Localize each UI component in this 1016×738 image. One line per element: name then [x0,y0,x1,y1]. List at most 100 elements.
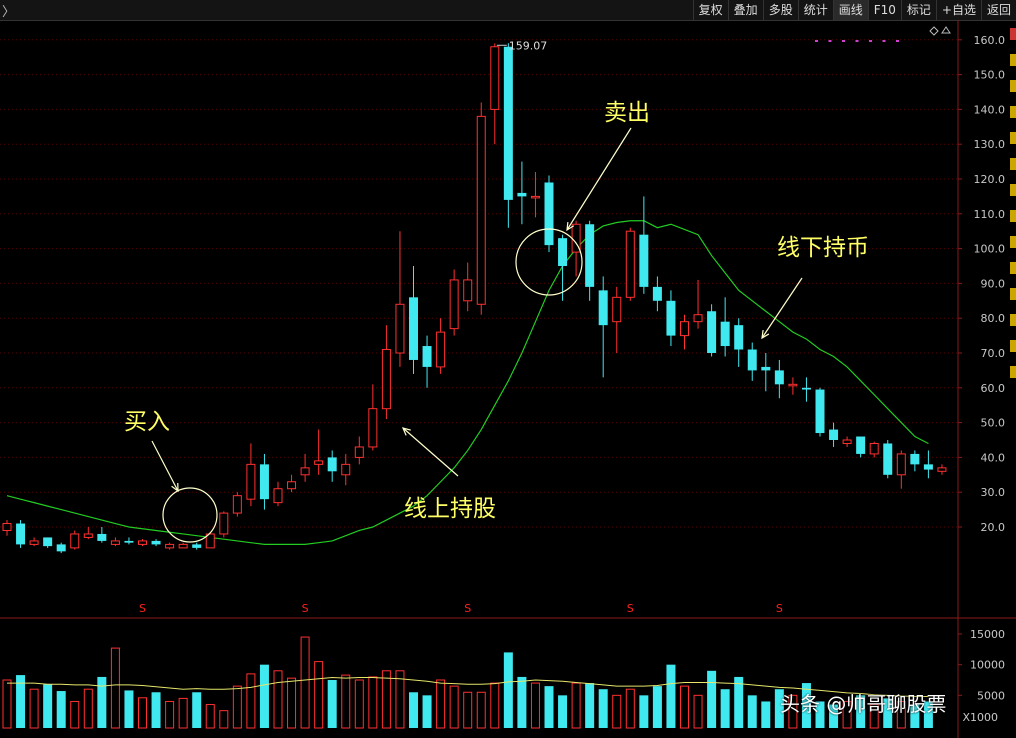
marker-dot [828,40,832,42]
stock-chart[interactable]: 160.0 150.0 140.0 130.0 120.0 110.0 100.0 90.0 8… [0,20,1016,738]
candle-body [314,460,324,465]
volume-bar [56,691,66,728]
candle-body [110,540,120,545]
volume-bar [124,690,134,728]
candle [530,172,540,218]
candle [205,532,215,549]
side-panel-glyph [1010,28,1016,40]
volume-bar [747,695,757,728]
volume-bar [259,664,269,728]
toolbar-button-add-watchlist[interactable]: +自选 [935,0,981,20]
volume-bar [178,697,188,729]
toolbar-button-mark[interactable]: 标记 [900,0,936,20]
candlesticks[interactable] [2,43,947,554]
hold-above-arrow [402,427,459,477]
candle [178,542,188,549]
candle [300,453,310,482]
candle [219,511,229,538]
volume-bar [517,676,527,728]
toolbar-button-overlay[interactable]: 叠加 [727,0,763,20]
candle [639,196,649,294]
candle [124,537,134,545]
candle [192,542,202,550]
toolbar-button-f10[interactable]: F10 [867,0,901,20]
candle-body [801,387,811,390]
candle-body [517,192,527,197]
buy-circle [162,487,218,543]
volume-tick-label: 5000 [977,689,1005,702]
candle [680,314,689,350]
price-axis: 160.0 150.0 140.0 130.0 120.0 110.0 100.0 90.0 8… [139,26,1016,615]
volume-bar [883,698,893,728]
price-tick-label: 30.0 [981,486,1006,499]
candle-body [869,442,879,455]
candle [273,481,283,507]
sell-annotation: 卖出 [604,100,650,126]
candle [829,422,839,447]
volume-bar [842,700,852,729]
candle [734,318,744,367]
candle [707,304,717,357]
candle [29,537,39,547]
candle [151,539,161,547]
candle-body [192,544,202,548]
side-panel-glyph [1010,366,1016,378]
volume-tick-label: 10000 [970,659,1005,672]
volume-bar [273,670,283,729]
volume-bar [43,684,53,728]
annotation-drawings [151,127,803,543]
volume-bar [165,700,175,729]
toolbar-button-back[interactable]: 返回 [980,0,1016,20]
volume-bar [503,652,513,728]
volume-bar [368,676,378,729]
candle [287,474,297,493]
candle-body [910,453,920,465]
candle-body [178,543,188,549]
candle [327,450,337,482]
volume-bar [734,676,744,728]
candle-body [354,446,364,458]
volume-bar [192,692,202,728]
candle [598,276,608,378]
candle [652,276,662,312]
candle-body [490,46,500,110]
candle [896,450,906,489]
toolbar-button-statistics[interactable]: 统计 [797,0,833,20]
price-tick-label: 50.0 [981,417,1006,430]
candle-body [476,115,486,305]
candle [544,175,554,253]
candle-body [463,279,473,302]
candle [259,453,269,510]
price-tick-label: 70.0 [981,347,1006,360]
candle-body [937,467,947,472]
event-marker-s: S [464,602,471,615]
volume-bar [16,675,26,728]
volume-tick-label: 15000 [970,628,1005,641]
candle [585,220,595,301]
candle [395,231,405,367]
price-tick-label: 100.0 [974,243,1006,256]
volume-bar [544,686,554,728]
side-panel-glyph [1010,184,1016,196]
volume-bar [151,692,161,728]
candle [910,450,920,472]
candle-body [680,321,689,337]
chevron-right-icon[interactable]: 〉 [2,5,16,20]
candle [856,436,866,458]
volume-bar [395,670,405,729]
candle-body [585,224,595,287]
volume-bar [205,704,215,729]
volume-bar [598,689,608,728]
volume-bar [639,695,649,728]
price-tick-label: 160.0 [974,34,1006,47]
volume-bar [409,692,418,728]
candle [774,359,784,399]
toolbar-button-restore-rights[interactable]: 复权 [692,0,728,20]
volume-bar [70,700,80,729]
volume-bar [110,647,120,729]
candle-body [273,488,283,504]
volume-bar [490,682,500,729]
toolbar-button-multi-stock[interactable]: 多股 [762,0,798,20]
toolbar-button-draw-line[interactable]: 画线 [832,0,868,20]
price-tick-label: 90.0 [981,277,1006,290]
